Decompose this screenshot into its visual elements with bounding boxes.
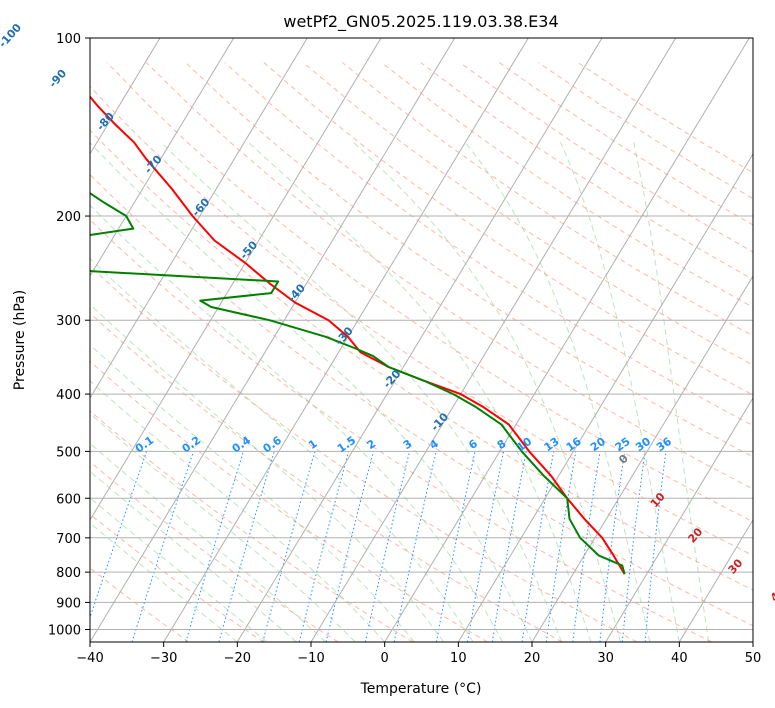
x-tick-label: 0: [381, 651, 389, 666]
isotherm-line: [90, 38, 308, 399]
dry-adiabat-line: [185, 62, 753, 458]
dry-adiabat-line: [263, 62, 753, 396]
x-tick-label: 50: [745, 651, 762, 666]
mixing-ratio-line: [131, 451, 194, 642]
plot-frame: [89, 37, 754, 643]
dry-adiabat-line: [90, 513, 264, 642]
mixing-ratio-line: [262, 451, 316, 642]
dry-adiabat-line: [90, 360, 488, 642]
isotherm-line: [90, 38, 161, 155]
dry-adiabat-line: [90, 173, 753, 627]
isotherm-line: [605, 397, 753, 642]
x-tick-label: 40: [671, 651, 688, 666]
x-tick-label: −30: [150, 651, 177, 666]
mixing-ratio-line: [364, 451, 411, 642]
isotherm-line: [90, 38, 456, 642]
x-tick-label: 10: [450, 651, 467, 666]
mixing-ratio-line: [298, 451, 350, 642]
isotherm-line: [163, 38, 529, 642]
dry-adiabat-line: [90, 312, 563, 642]
dry-adiabat-line: [381, 62, 753, 308]
y-tick-label: 700: [56, 532, 81, 547]
isotherm-line: [310, 38, 677, 642]
y-tick-label: 900: [56, 596, 81, 611]
dry-adiabat-line: [90, 461, 339, 642]
isotherm-line: [384, 38, 750, 642]
x-axis-ticks: −40 −30 −20 −10 0 10 20 30 40 50: [76, 642, 761, 666]
dry-adiabat-line: [90, 410, 414, 642]
mixing-ratio-line: [545, 451, 577, 642]
isotherm-line: [90, 38, 382, 521]
mixing-ratio-line: [572, 451, 601, 642]
y-tick-label: 200: [56, 210, 81, 225]
profile-lines: [90, 95, 626, 575]
mixing-ratio-line: [599, 451, 626, 642]
isotherm-line: [236, 38, 603, 642]
x-tick-label: 30: [597, 651, 614, 666]
isotherm-line: [457, 152, 753, 642]
y-tick-label: 1000: [48, 623, 81, 638]
dry-adiabat-line: [90, 129, 753, 591]
grid: [90, 38, 753, 642]
mixing-ratio-line: [521, 451, 555, 642]
y-tick-label: 100: [56, 32, 81, 47]
isotherm-line: [678, 518, 753, 642]
x-tick-label: 20: [524, 651, 541, 666]
y-tick-label: 400: [56, 388, 81, 403]
mixing-ratio-line: [621, 451, 646, 642]
dry-adiabat-line: [90, 265, 638, 642]
y-axis-label: Pressure (hPa): [12, 290, 28, 390]
temperature-profile-line: [90, 95, 626, 575]
isotherm-line: [90, 38, 235, 277]
x-tick-label: −40: [76, 651, 103, 666]
plot-area: [90, 38, 753, 642]
y-tick-label: 500: [56, 445, 81, 460]
x-axis-label: Temperature (°C): [360, 681, 482, 697]
y-tick-label: 600: [56, 492, 81, 507]
dewpoint-profile-line: [90, 192, 626, 575]
x-tick-label: −20: [224, 651, 251, 666]
mixing-ratio-line: [218, 451, 275, 642]
chart-title: wetPf2_GN05.2025.119.03.38.E34: [283, 12, 558, 32]
mixing-ratio-line: [325, 451, 374, 642]
isotherm-line: [531, 275, 753, 642]
mixing-ratio-line: [644, 451, 667, 642]
dry-adiabat-line: [106, 62, 753, 523]
y-axis-ticks: 100 200 300 400 500 600 700 800 900 1000: [48, 32, 90, 638]
dry-adiabat-line: [302, 62, 753, 366]
dry-adiabat-line: [90, 85, 753, 557]
red-line-label: 40: [768, 584, 775, 604]
x-tick-label: −10: [297, 651, 324, 666]
y-tick-label: 300: [56, 314, 81, 329]
mixing-ratio-line: [185, 451, 244, 642]
y-tick-label: 800: [56, 566, 81, 581]
